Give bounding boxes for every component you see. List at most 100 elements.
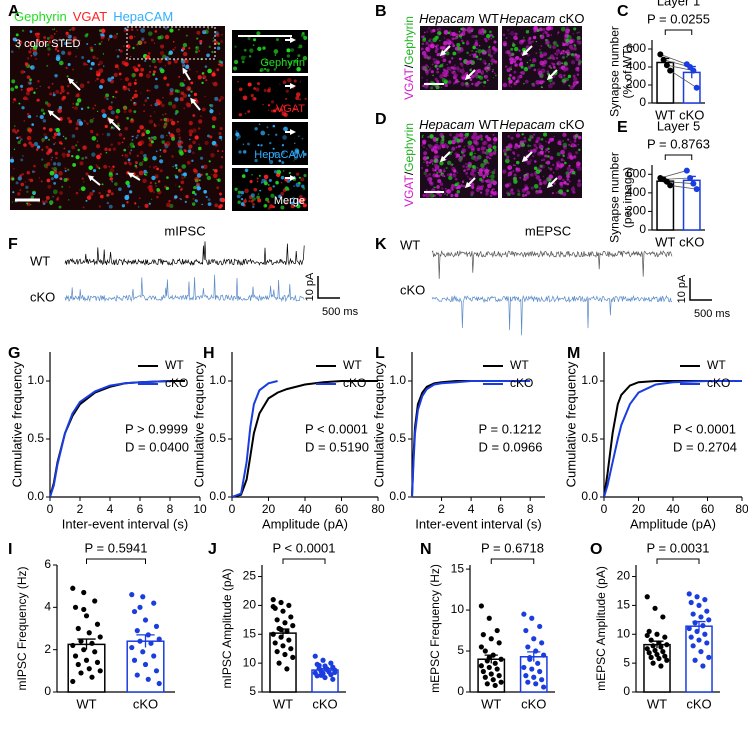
data-point [70,585,76,591]
micrograph-puncta [128,162,132,166]
micrograph-puncta [212,82,214,84]
x-tick-label: 80 [371,502,385,516]
micrograph-puncta [257,198,262,203]
micrograph-puncta [428,39,431,42]
micrograph-puncta [206,175,212,181]
data-point [531,674,537,680]
scale-label: 10 pA [304,272,316,301]
micrograph-puncta [430,86,434,90]
micrograph-puncta [95,164,97,166]
micrograph-puncta [461,39,464,43]
micrograph-puncta [36,35,40,39]
micrograph-puncta [241,60,245,64]
micrograph-puncta [201,165,205,169]
micrograph-puncta [548,167,550,169]
micrograph-puncta [535,79,541,85]
data-point [488,671,494,677]
micrograph-puncta [286,77,292,83]
micrograph-puncta [570,187,576,192]
micrograph-puncta [114,182,118,186]
micrograph-puncta [207,28,209,30]
micrograph-puncta [61,185,64,188]
micrograph-puncta [115,49,118,51]
micrograph-puncta [110,167,112,169]
micrograph-puncta [455,186,459,190]
micrograph-puncta [192,128,197,133]
micrograph-puncta [572,186,575,188]
micrograph-puncta [116,172,119,176]
micrograph-puncta [95,133,99,136]
micrograph-puncta [485,168,487,171]
micrograph-puncta [283,60,285,62]
micrograph-puncta [80,186,86,192]
micrograph-puncta [479,54,481,56]
micrograph-puncta [567,138,570,141]
micrograph-puncta [169,88,174,93]
micrograph-puncta [421,144,424,146]
micrograph-puncta [548,56,552,60]
micrograph-puncta [478,32,482,36]
scale-label: 10 pA [676,274,688,303]
significance-bracket [86,558,146,564]
micrograph-puncta [510,47,514,51]
micrograph-puncta [134,161,138,164]
micrograph-puncta [92,55,96,60]
micrograph-puncta [462,67,464,69]
micrograph-puncta [148,202,151,205]
micrograph-puncta [195,50,198,54]
micrograph-puncta [448,175,453,181]
data-point [533,681,539,687]
micrograph-puncta [449,173,453,177]
micrograph-puncta [53,132,58,137]
micrograph-puncta [530,186,534,190]
micrograph-puncta [515,133,521,138]
micrograph-puncta [252,205,255,209]
micrograph-puncta [443,79,449,84]
micrograph-puncta [483,80,487,84]
micrograph-puncta [555,56,559,60]
micrograph-puncta [102,133,104,135]
micrograph-puncta [220,95,224,100]
data-point [83,613,90,619]
micrograph-puncta [258,174,261,177]
data-point [75,661,81,668]
micrograph-puncta [546,70,550,74]
micrograph-puncta [76,98,82,103]
micrograph-puncta [156,101,159,104]
micrograph-puncta [434,186,436,189]
micrograph-puncta [554,52,557,55]
micrograph-puncta [439,39,441,42]
micrograph-puncta [214,203,219,208]
micrograph-puncta [84,156,88,159]
micrograph-puncta [516,153,520,157]
row-label-part: VGAT [402,174,416,206]
data-point [83,657,90,663]
data-point [280,608,286,614]
micrograph-puncta [237,81,239,83]
micrograph-puncta [421,50,427,56]
micrograph-puncta [15,181,19,185]
micrograph-puncta [272,147,275,150]
micrograph-puncta [208,45,211,49]
micrograph-puncta [488,62,491,65]
micrograph-puncta [524,194,528,197]
micrograph-puncta [75,93,80,98]
micrograph-puncta [141,38,145,42]
micrograph-puncta [484,146,487,149]
micrograph-puncta [561,152,564,154]
data-point [286,637,292,643]
micrograph-puncta [154,174,159,179]
micrograph-puncta [546,33,550,38]
micrograph-puncta [75,144,78,147]
micrograph-puncta [12,101,15,104]
y-axis-label: Cumulative frequency [563,361,578,487]
micrograph-puncta [492,68,494,71]
micrograph-puncta [441,192,444,195]
inset-box [126,26,216,60]
micrograph-puncta [514,32,518,36]
micrograph-puncta [99,29,102,32]
micrograph-puncta [476,48,478,50]
micrograph-puncta [526,61,529,64]
data-point [494,666,500,672]
data-point [529,615,535,621]
